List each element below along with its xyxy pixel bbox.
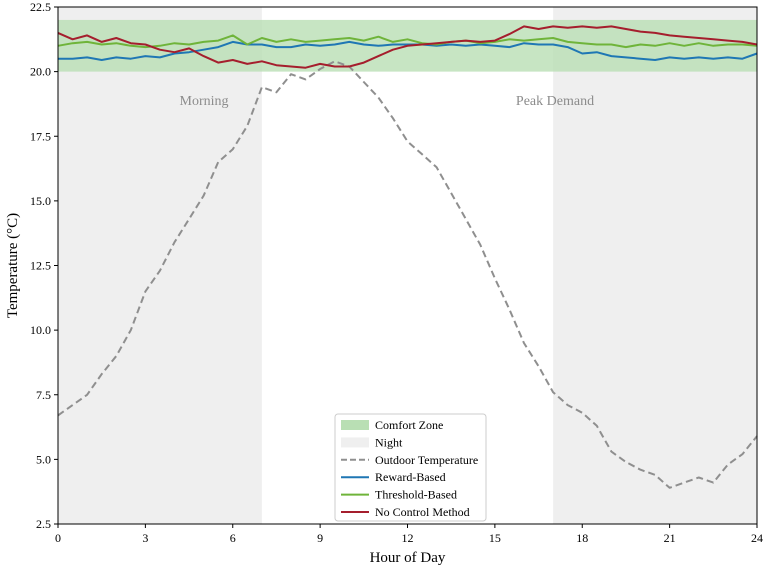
x-tick-label: 0 (55, 531, 61, 545)
x-tick-label: 18 (576, 531, 588, 545)
legend-label-threshold-based: Threshold-Based (375, 488, 457, 502)
legend-swatch-comfort-zone (341, 420, 369, 430)
series-line-outdoor-temperature (57, 60, 758, 489)
x-tick-label: 6 (230, 531, 236, 545)
x-tick-label: 24 (751, 531, 763, 545)
x-tick-label: 15 (489, 531, 501, 545)
series-line-threshold-based (57, 34, 758, 49)
x-axis: 0 3 6 9 12 15 18 21 24 (55, 524, 763, 545)
legend-label-reward-based: Reward-Based (375, 470, 446, 484)
y-tick-label: 15.0 (30, 194, 51, 208)
series-line-no-control-method (57, 25, 758, 69)
y-tick-label: 20.0 (30, 65, 51, 79)
y-tick-label: 17.5 (30, 129, 51, 143)
y-axis-title: Temperature (°C) (5, 213, 21, 318)
y-axis: 2.5 5.0 7.5 10.0 12.5 15.0 17.5 20.0 22.5 (30, 0, 58, 531)
x-tick-label: 12 (402, 531, 414, 545)
background-bands (58, 7, 757, 524)
legend-box (334, 413, 487, 522)
x-axis-title: Hour of Day (370, 550, 446, 566)
legend-label-outdoor-temperature: Outdoor Temperature (375, 453, 478, 467)
legend-swatch-night (341, 437, 369, 448)
legend-label-no-control-method: No Control Method (375, 505, 470, 519)
annotation-peak-demand: Peak Demand (516, 94, 594, 109)
legend: Comfort Zone Night Outdoor Temperature Rewa… (334, 413, 487, 522)
y-tick-label: 7.5 (36, 388, 51, 402)
series-line-reward-based (58, 40, 758, 61)
y-tick-label: 22.5 (30, 0, 51, 14)
y-tick-label: 10.0 (30, 323, 51, 337)
annotation-morning: Morning (180, 94, 229, 109)
night-band (553, 7, 757, 524)
legend-label-comfort-zone: Comfort Zone (375, 418, 443, 432)
x-tick-label: 21 (664, 531, 676, 545)
night-band (58, 7, 262, 524)
y-tick-label: 5.0 (36, 452, 51, 466)
legend-label-night: Night (375, 435, 403, 449)
x-tick-label: 9 (317, 531, 323, 545)
band-labels: Morning Peak Demand (180, 94, 595, 109)
y-tick-label: 12.5 (30, 259, 51, 273)
series-lines (57, 25, 758, 489)
y-tick-label: 2.5 (36, 517, 51, 531)
x-tick-label: 3 (142, 531, 148, 545)
